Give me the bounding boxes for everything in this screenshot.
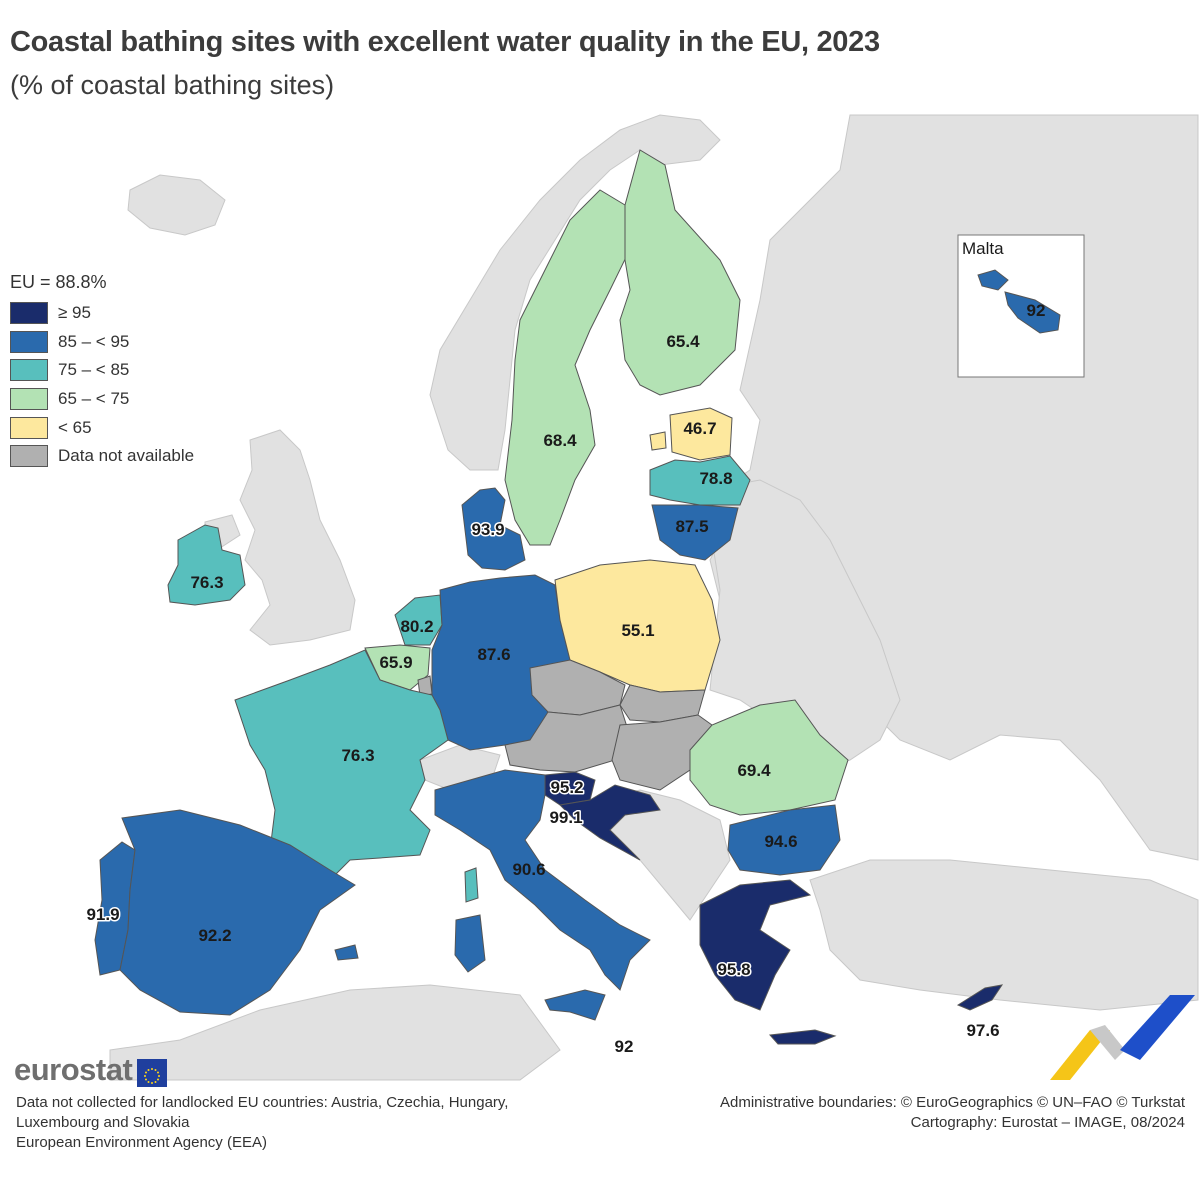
credit-line: Administrative boundaries: © EuroGeograp… xyxy=(719,1094,1185,1111)
country-croatia xyxy=(558,784,661,861)
label-denmark: 93.9 xyxy=(471,520,504,539)
country-spain-balearic xyxy=(334,944,359,961)
malta-island-gozo xyxy=(977,269,1009,291)
map-subtitle: (% of coastal bathing sites) xyxy=(10,70,335,100)
label-ireland: 76.3 xyxy=(190,573,223,592)
malta-island-main xyxy=(1004,291,1061,334)
malta-inset-title: Malta xyxy=(962,239,1004,258)
label-poland: 55.1 xyxy=(621,621,654,640)
label-bulgaria: 94.6 xyxy=(764,832,797,851)
legend-swatch xyxy=(10,302,48,325)
legend-label: 75 – < 85 xyxy=(58,360,130,380)
legend-label: 65 – < 75 xyxy=(58,389,130,409)
legend-label: 85 – < 95 xyxy=(58,331,130,351)
north-africa xyxy=(109,984,561,1081)
legend-row: 85 – < 95 xyxy=(10,328,194,357)
country-ireland xyxy=(167,524,246,606)
label-lithuania: 87.5 xyxy=(675,517,708,536)
label-greece: 95.8 xyxy=(717,960,750,979)
country-finland xyxy=(619,149,741,396)
brand-mark xyxy=(1050,995,1195,1080)
footnote-line: Luxembourg and Slovakia xyxy=(16,1114,190,1131)
country-italy-sicily xyxy=(544,989,606,1021)
map-title: Coastal bathing sites with excellent wat… xyxy=(10,26,880,58)
label-portugal: 91.9 xyxy=(86,905,119,924)
country-romania xyxy=(689,699,849,816)
footnote-line: European Environment Agency (EEA) xyxy=(16,1134,267,1151)
label-netherlands: 80.2 xyxy=(400,617,433,636)
turkey xyxy=(809,859,1199,1011)
label-belgium: 65.9 xyxy=(379,653,412,672)
country-bulgaria xyxy=(727,804,841,876)
legend-label: < 65 xyxy=(58,417,92,437)
label-latvia: 78.8 xyxy=(699,469,732,488)
legend-swatch xyxy=(10,359,48,382)
credit-line: Cartography: Eurostat – IMAGE, 08/2024 xyxy=(910,1114,1185,1131)
legend-eu-average: EU = 88.8% xyxy=(10,272,107,292)
legend-swatch xyxy=(10,445,48,468)
legend-swatch xyxy=(10,330,48,353)
label-croatia: 99.1 xyxy=(549,808,582,827)
label-cyprus: 97.6 xyxy=(966,1021,999,1040)
eu-countries xyxy=(94,149,1004,1045)
label-sweden: 68.4 xyxy=(543,431,577,450)
malta-inset-value: 92 xyxy=(1027,301,1046,320)
label-estonia: 46.7 xyxy=(683,419,716,438)
country-estonia xyxy=(669,407,733,461)
country-greece xyxy=(699,879,812,1011)
great-britain xyxy=(239,429,356,646)
iceland xyxy=(127,174,226,236)
footnote-right: Administrative boundaries: © EuroGeograp… xyxy=(720,1093,1185,1133)
label-slovenia: 95.2 xyxy=(550,778,583,797)
country-spain xyxy=(119,809,356,1016)
country-italy xyxy=(434,769,651,991)
label-romania: 69.4 xyxy=(737,761,771,780)
legend-swatch xyxy=(10,416,48,439)
footnote-line: Data not collected for landlocked EU cou… xyxy=(16,1094,509,1111)
footnote-left: Data not collected for landlocked EU cou… xyxy=(16,1093,536,1153)
label-italy: 90.6 xyxy=(512,860,545,879)
label-germany: 87.6 xyxy=(477,645,510,664)
country-italy-sardinia xyxy=(454,914,486,973)
legend-row: Data not available xyxy=(10,442,194,471)
country-denmark xyxy=(461,487,526,571)
malta-inset: Malta 92 xyxy=(957,234,1085,378)
eurostat-logo: eurostat xyxy=(14,1052,168,1088)
label-finland: 65.4 xyxy=(666,332,700,351)
country-estonia-island xyxy=(649,431,667,451)
legend-label: Data not available xyxy=(58,446,195,466)
country-cyprus xyxy=(956,984,1004,1011)
legend-row: 65 – < 75 xyxy=(10,385,194,414)
label-france: 76.3 xyxy=(341,746,374,765)
country-france xyxy=(234,649,449,881)
logo-text: eurostat xyxy=(14,1052,133,1087)
label-spain: 92.2 xyxy=(198,926,231,945)
country-france-corsica xyxy=(464,867,479,903)
legend-row: < 65 xyxy=(10,413,194,442)
legend: EU = 88.8% ≥ 95 85 – < 95 75 – < 85 65 –… xyxy=(10,272,194,471)
country-greece-crete xyxy=(768,1029,837,1045)
country-sweden xyxy=(504,189,633,546)
country-slovakia xyxy=(619,684,706,723)
value-labels: 76.3 68.4 65.4 46.7 78.8 87.5 93.9 80.2 … xyxy=(85,332,1000,1056)
country-lithuania xyxy=(651,504,739,561)
legend-swatch xyxy=(10,388,48,411)
legend-label: ≥ 95 xyxy=(58,303,91,323)
legend-row: 75 – < 85 xyxy=(10,356,194,385)
country-latvia xyxy=(649,455,751,506)
eu-flag-icon xyxy=(137,1059,168,1087)
legend-row: ≥ 95 xyxy=(10,299,194,328)
label-malta: 92 xyxy=(615,1037,634,1056)
